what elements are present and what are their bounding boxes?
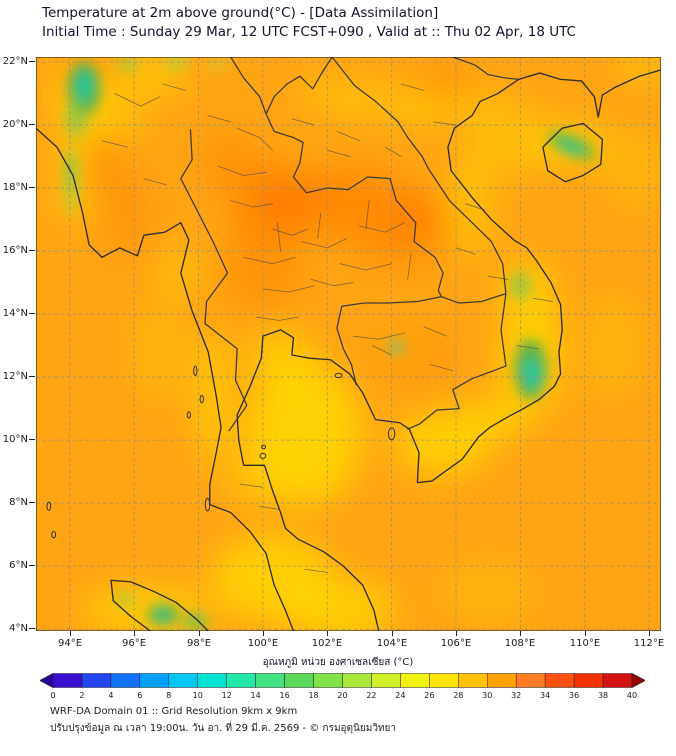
province-borders	[101, 83, 553, 573]
colorbar-tick-label: 0	[50, 691, 56, 700]
colorbar-tick-label: 36	[569, 691, 580, 700]
colorbar-segment	[168, 673, 199, 688]
colorbar-segment	[52, 673, 83, 688]
x-axis-tick-label: 94°E	[48, 631, 92, 651]
colorbar-tick-label: 32	[511, 691, 522, 700]
x-axis-tick-label: 106°E	[434, 631, 478, 651]
colorbar-tick-label: 2	[79, 691, 85, 700]
colorbar-tick-label: 18	[308, 691, 319, 700]
colorbar-tick-label: 40	[626, 691, 638, 700]
colorbar-segment	[139, 673, 170, 688]
y-axis-tick-label: 18°N	[0, 181, 35, 195]
y-axis-tick-label: 20°N	[0, 118, 35, 132]
x-axis-tick-label: 104°E	[370, 631, 414, 651]
colorbar-segment	[515, 673, 546, 688]
y-axis-tick-label: 14°N	[0, 307, 35, 321]
colorbar-tick-label: 6	[137, 691, 143, 700]
colorbar-segment	[544, 673, 575, 688]
grid-lines	[36, 57, 661, 631]
colorbar-tick-labels: 0 2 4 6 8 10 12 14 16 18 20 22 24 26 28 30 32 34 36 38 40	[40, 691, 645, 703]
colorbar-segment	[573, 673, 604, 688]
colorbar-tick-label: 8	[166, 691, 172, 700]
colorbar-segment	[81, 673, 112, 688]
colorbar-tick-label: 12	[221, 691, 232, 700]
x-axis-tick-label: 110°E	[563, 631, 607, 651]
colorbar-tick-label: 14	[250, 691, 261, 700]
colorbar-tick-label: 28	[453, 691, 464, 700]
temperature-field	[53, 57, 661, 631]
colorbar-tick-label: 38	[597, 691, 609, 700]
colorbar-segment	[284, 673, 314, 688]
colorbar-under-arrow	[40, 673, 54, 688]
colorbar-segment	[602, 673, 633, 688]
coastline	[36, 69, 661, 631]
y-axis-tick-label: 16°N	[0, 244, 35, 258]
colorbar-segment	[371, 673, 401, 688]
x-axis-tick-label: 98°E	[177, 631, 221, 651]
update-info: ปรับปรุงข้อมูล ณ เวลา 19:00น. วัน อา. ที…	[50, 723, 397, 734]
colorbar-tick-label: 24	[395, 691, 406, 700]
colorbar-over-arrow	[631, 673, 645, 688]
colorbar-title: อุณหภูมิ หน่วย องศาเซลเซียส (°C)	[262, 657, 414, 668]
colorbar-segment	[458, 673, 488, 688]
y-axis-tick-label: 8°N	[0, 496, 35, 510]
colorbar-tick-label: 10	[192, 691, 203, 700]
colorbar-tick-label: 30	[482, 691, 493, 700]
colorbar-segment	[342, 673, 372, 688]
colorbar-segment	[313, 673, 343, 688]
colorbar-segment	[429, 673, 459, 688]
x-axis-tick-label: 112°E	[627, 631, 671, 651]
y-axis-tick-label: 12°N	[0, 370, 35, 384]
x-axis-tick-label: 102°E	[305, 631, 349, 651]
cool-spots	[64, 57, 596, 630]
colorbar-segment	[197, 673, 227, 688]
map-subtitle: Initial Time : Sunday 29 Mar, 12 UTC FCS…	[42, 24, 576, 40]
x-axis-tick-label: 108°E	[498, 631, 542, 651]
colorbar-segment	[255, 673, 285, 688]
islands	[46, 365, 396, 539]
colorbar	[40, 673, 645, 688]
colorbar-tick-label: 16	[279, 691, 290, 700]
x-axis-tick-label: 100°E	[241, 631, 285, 651]
map-title: Temperature at 2m above ground(°C) - [Da…	[42, 5, 439, 21]
colorbar-segment	[400, 673, 430, 688]
colorbar-tick-label: 22	[366, 691, 377, 700]
temperature-map	[36, 57, 661, 631]
x-axis-tick-label: 96°E	[112, 631, 156, 651]
y-axis-tick-label: 22°N	[0, 55, 35, 69]
colorbar-tick-label: 26	[424, 691, 435, 700]
colorbar-segment	[110, 673, 141, 688]
colorbar-tick-label: 34	[540, 691, 551, 700]
colorbar-tick-label: 4	[108, 691, 114, 700]
colorbar-tick-label: 20	[337, 691, 348, 700]
domain-info: WRF-DA Domain 01 :: Grid Resolution 9km …	[50, 706, 298, 717]
plot-area	[36, 57, 661, 631]
colorbar-segment	[226, 673, 256, 688]
colorbar-segment	[487, 673, 517, 688]
country-borders	[180, 57, 520, 432]
y-axis-tick-label: 4°N	[0, 622, 35, 636]
y-axis-tick-label: 10°N	[0, 433, 35, 447]
y-axis-tick-label: 6°N	[0, 559, 35, 573]
